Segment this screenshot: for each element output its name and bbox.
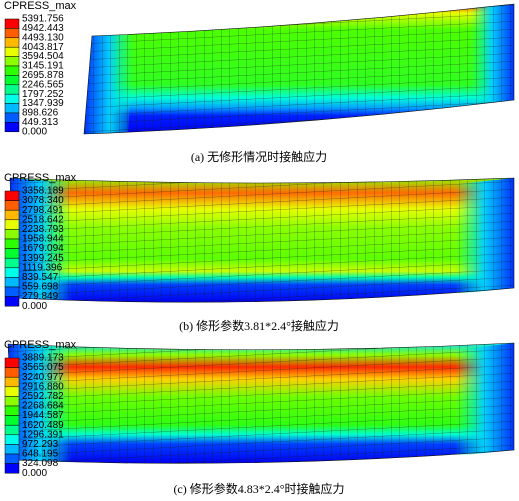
caption: (c) 修形参数4.83*2.4°时接触应力 [173,481,344,496]
legend-label: 2518.642 [22,214,64,225]
legend-label: 449.313 [22,117,59,128]
legend-title: CPRESS_max [4,0,77,12]
legend-swatch [4,463,20,474]
legend-swatch [4,434,20,445]
legend-swatch [4,28,20,39]
legend-swatch [4,18,20,29]
legend-swatch [4,296,20,307]
legend-label: 2695.878 [22,70,64,81]
legend-label: 3565.075 [22,362,64,373]
legend-swatch [4,277,20,288]
legend-label: 2916.880 [22,381,64,392]
mesh-plot-b [9,177,515,303]
legend-swatch [4,386,20,397]
legend-swatch [4,65,20,76]
legend-swatch [4,103,20,114]
legend-label: 1944.587 [22,410,64,421]
legend-label: 3594.504 [22,51,64,62]
mesh-plot-c [7,342,515,464]
legend-swatch [4,209,20,221]
legend-label: 1347.939 [22,98,64,109]
legend-swatch [4,444,20,455]
legend-label: 1797.252 [22,89,64,100]
legend-swatch [4,267,20,278]
legend-label: 1399.245 [22,253,64,264]
legend-label: 3358.189 [22,186,64,197]
legend-label: 0.000 [22,301,47,312]
legend-swatch [4,122,20,133]
legend-label: 279.849 [22,291,59,302]
legend-swatch [4,415,20,426]
legend-swatch [4,75,20,86]
legend-swatch [4,453,20,464]
legend-swatch [4,376,20,388]
legend-label: 1296.391 [22,429,64,440]
legend-label: 3889.173 [22,353,64,364]
legend-label: 3240.977 [22,372,64,383]
legend-swatch [4,257,20,269]
legend-label: 839.547 [22,272,59,283]
legend-label: 559.698 [22,282,59,293]
legend-label: 972.293 [22,439,59,450]
legend-swatch [4,424,20,436]
legend-label: 2246.565 [22,79,64,90]
legend-label: 2268.684 [22,401,64,412]
legend-label: 1958.944 [22,234,64,245]
legend-swatch [4,93,20,104]
legend-label: 2238.793 [22,224,64,235]
legend-swatch [4,190,20,201]
legend-title: CPRESS_max [4,339,77,351]
legend-label: 5391.756 [22,14,64,25]
legend-swatch [4,367,20,378]
legend-swatch [4,238,20,249]
legend-swatch [4,396,20,407]
legend-label: 3078.340 [22,195,64,206]
legend-swatch [4,357,20,368]
legend-label: 0.000 [22,468,47,479]
legend-swatch [4,405,20,416]
legend-swatch [4,229,20,240]
legend-swatch [4,112,20,123]
legend-label: 4493.130 [22,32,64,43]
legend-label: 2798.491 [22,205,64,216]
legend-swatch [4,56,20,67]
legend-swatch [4,200,20,211]
legend-label: 648.195 [22,449,59,460]
legend-title: CPRESS_max [4,172,77,184]
legend-swatch [4,46,20,57]
caption: (a) 无修形情况时接触应力 [191,149,327,164]
legend-swatch [4,248,20,259]
legend-label: 1119.396 [22,262,63,273]
legend-label: 1620.489 [22,420,64,431]
legend-label: 898.626 [22,108,59,119]
legend-label: 324.098 [22,458,59,469]
caption: (b) 修形参数3.81*2.4°接触应力 [179,318,339,333]
legend-swatch [4,286,20,297]
mesh-plot-a [83,3,515,135]
legend-swatch [4,37,20,48]
legend-swatch [4,219,20,230]
legend-label: 4043.817 [22,42,64,53]
legend-swatch [4,84,20,95]
legend-label: 3145.191 [22,61,64,72]
legend-label: 4942.443 [22,23,64,34]
legend-label: 2592.782 [22,391,64,402]
legend-label: 0.000 [22,126,47,137]
legend-label: 1679.094 [22,243,64,254]
